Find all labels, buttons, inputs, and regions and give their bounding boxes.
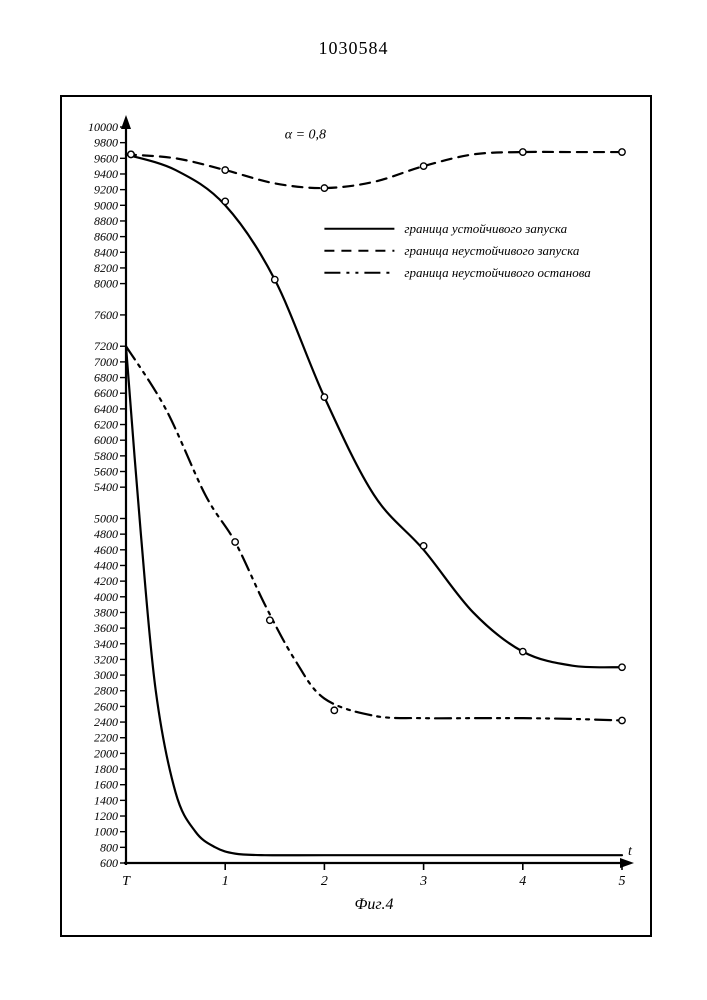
svg-text:3400: 3400 [93, 637, 118, 651]
svg-text:граница устойчивого запуска: граница устойчивого запуска [404, 221, 567, 236]
svg-text:4400: 4400 [94, 558, 118, 572]
svg-text:800: 800 [100, 840, 118, 854]
svg-text:T: T [122, 874, 131, 889]
svg-text:5600: 5600 [94, 465, 118, 479]
svg-text:8800: 8800 [94, 214, 118, 228]
svg-text:α = 0,8: α = 0,8 [285, 128, 326, 143]
svg-text:9400: 9400 [94, 167, 118, 181]
svg-text:5800: 5800 [94, 449, 118, 463]
svg-text:9000: 9000 [94, 198, 118, 212]
svg-text:2200: 2200 [94, 731, 118, 745]
svg-text:4600: 4600 [94, 543, 118, 557]
svg-text:1600: 1600 [94, 778, 118, 792]
series-upper-dashed [126, 152, 622, 188]
svg-text:9600: 9600 [94, 151, 118, 165]
svg-text:4: 4 [519, 874, 526, 889]
svg-text:2800: 2800 [94, 684, 118, 698]
svg-text:5400: 5400 [94, 480, 118, 494]
svg-text:7600: 7600 [94, 308, 118, 322]
svg-text:1: 1 [222, 874, 229, 889]
svg-text:1400: 1400 [94, 793, 118, 807]
page: 1030584 60080010001200140016001800200022… [0, 0, 707, 1000]
svg-text:2: 2 [321, 874, 328, 889]
svg-text:3800: 3800 [93, 605, 118, 619]
svg-text:3000: 3000 [93, 668, 118, 682]
svg-text:7000: 7000 [94, 355, 118, 369]
series-bottom-solid [126, 346, 622, 855]
chart: 6008001000120014001600180020002200240026… [78, 115, 634, 915]
svg-text:7200: 7200 [94, 339, 118, 353]
svg-text:6600: 6600 [94, 386, 118, 400]
svg-text:3200: 3200 [93, 652, 118, 666]
svg-text:граница неустойчивого останова: граница неустойчивого останова [404, 265, 591, 280]
svg-text:1800: 1800 [94, 762, 118, 776]
svg-text:6400: 6400 [94, 402, 118, 416]
svg-text:8000: 8000 [94, 277, 118, 291]
svg-text:6000: 6000 [94, 433, 118, 447]
svg-text:9800: 9800 [94, 136, 118, 150]
svg-text:2400: 2400 [94, 715, 118, 729]
svg-text:3: 3 [419, 874, 427, 889]
series-lower-dashdot [126, 346, 622, 720]
svg-text:8400: 8400 [94, 245, 118, 259]
document-number: 1030584 [0, 38, 707, 59]
svg-text:10000: 10000 [88, 120, 118, 134]
chart-svg: 6008001000120014001600180020002200240026… [78, 115, 634, 915]
svg-text:8600: 8600 [94, 230, 118, 244]
svg-text:6800: 6800 [94, 371, 118, 385]
svg-text:600: 600 [100, 856, 118, 870]
svg-text:5000: 5000 [94, 511, 118, 525]
svg-text:4000: 4000 [94, 590, 118, 604]
svg-text:граница неустойчивого запуска: граница неустойчивого запуска [404, 243, 579, 258]
svg-text:1200: 1200 [94, 809, 118, 823]
svg-text:4200: 4200 [94, 574, 118, 588]
svg-text:Фиг.4: Фиг.4 [355, 896, 394, 913]
svg-text:3600: 3600 [93, 621, 118, 635]
svg-text:2600: 2600 [94, 699, 118, 713]
svg-text:5: 5 [619, 874, 626, 889]
svg-text:1000: 1000 [94, 825, 118, 839]
svg-text:4800: 4800 [94, 527, 118, 541]
svg-text:9200: 9200 [94, 183, 118, 197]
svg-text:8200: 8200 [94, 261, 118, 275]
svg-text:t: t [628, 844, 633, 859]
svg-text:2000: 2000 [94, 746, 118, 760]
svg-text:6200: 6200 [94, 418, 118, 432]
